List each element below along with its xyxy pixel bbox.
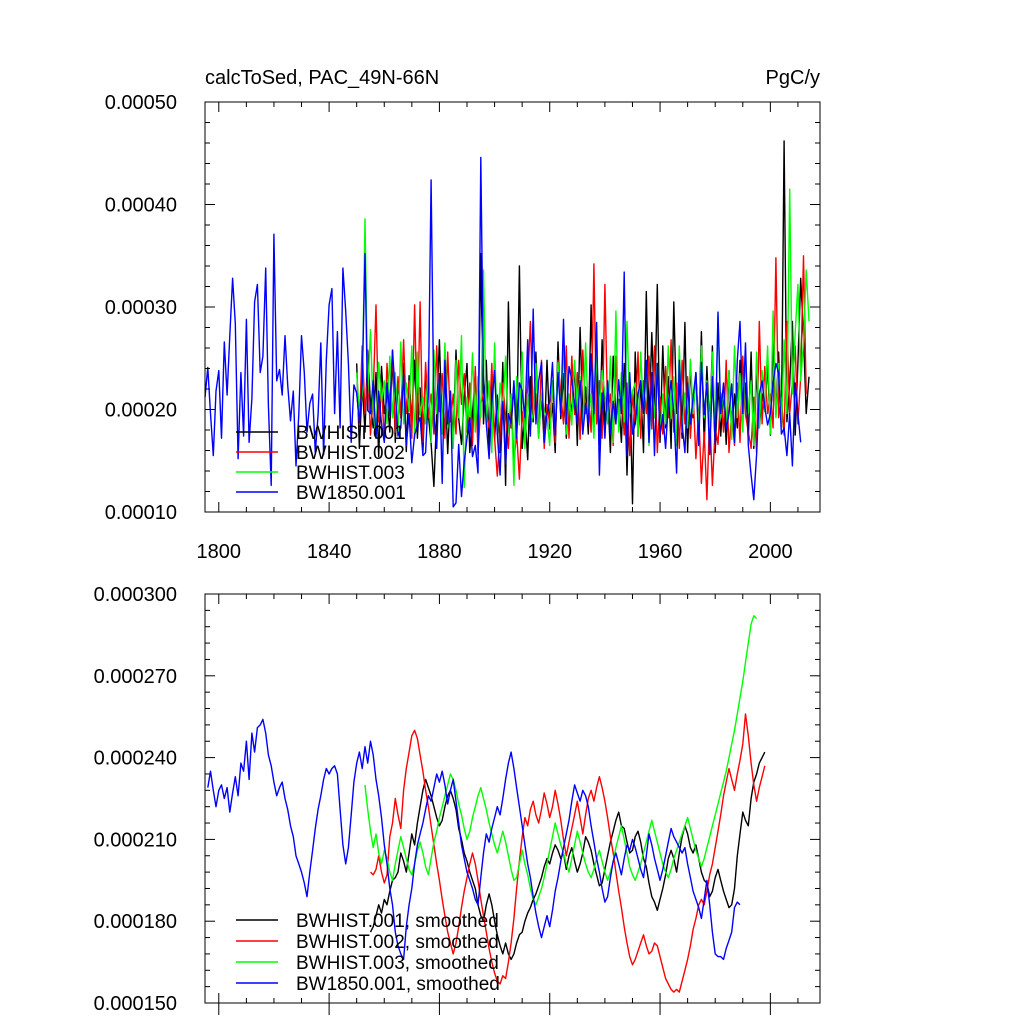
x-tick-label: 1960 bbox=[638, 541, 683, 563]
bottom-panel: 0.000150 0.000180 0.000210 0.000240 0.000270… bbox=[94, 584, 821, 1015]
y-tick-label: 0.00010 bbox=[105, 502, 177, 524]
y-tick-label: 0.000210 bbox=[94, 829, 177, 851]
y-tick-label: 0.000300 bbox=[94, 584, 177, 606]
legend-label: BWHIST.003, smoothed bbox=[296, 953, 499, 974]
legend-label: BW1850.001 bbox=[296, 483, 406, 504]
y-tick-label: 0.00050 bbox=[105, 92, 177, 114]
x-tick-label: 1800 bbox=[197, 541, 242, 563]
series-line-bw1850-001-smoothed bbox=[207, 718, 741, 961]
y-tick-label: 0.00040 bbox=[105, 195, 177, 217]
legend-label: BWHIST.003 bbox=[296, 463, 405, 484]
legend-label: BW1850.001, smoothed bbox=[296, 974, 500, 995]
x-tick-label: 1920 bbox=[527, 541, 572, 563]
x-tick-label: 1840 bbox=[307, 541, 352, 563]
legend-label: BWHIST.001, smoothed bbox=[296, 911, 499, 932]
y-tick-label: 0.000270 bbox=[94, 666, 177, 688]
x-tick-label: 1880 bbox=[417, 541, 462, 563]
chart-title: calcToSed, PAC_49N-66N bbox=[205, 67, 439, 89]
series-line-bwhist-001 bbox=[356, 140, 810, 505]
y-tick-label: 0.000150 bbox=[94, 993, 177, 1015]
y-tick-label: 0.00020 bbox=[105, 400, 177, 422]
legend-label: BWHIST.002 bbox=[296, 443, 405, 464]
legend-label: BWHIST.001 bbox=[296, 423, 405, 444]
y-tick-label: 0.000240 bbox=[94, 748, 177, 770]
y-tick-label: 0.000180 bbox=[94, 911, 177, 933]
series-line-bwhist-002-smoothed bbox=[370, 713, 766, 993]
top-panel: calcToSed, PAC_49N-66N PgC/y 1800 1840 188… bbox=[105, 67, 821, 563]
series-line-bwhist-003-smoothed bbox=[364, 615, 758, 906]
units-label: PgC/y bbox=[766, 67, 820, 89]
y-tick-label: 0.00030 bbox=[105, 297, 177, 319]
legend-label: BWHIST.002, smoothed bbox=[296, 932, 499, 953]
plot-frame bbox=[204, 593, 821, 1004]
x-tick-label: 2000 bbox=[748, 541, 793, 563]
series-line-bw1850-001 bbox=[204, 156, 802, 508]
